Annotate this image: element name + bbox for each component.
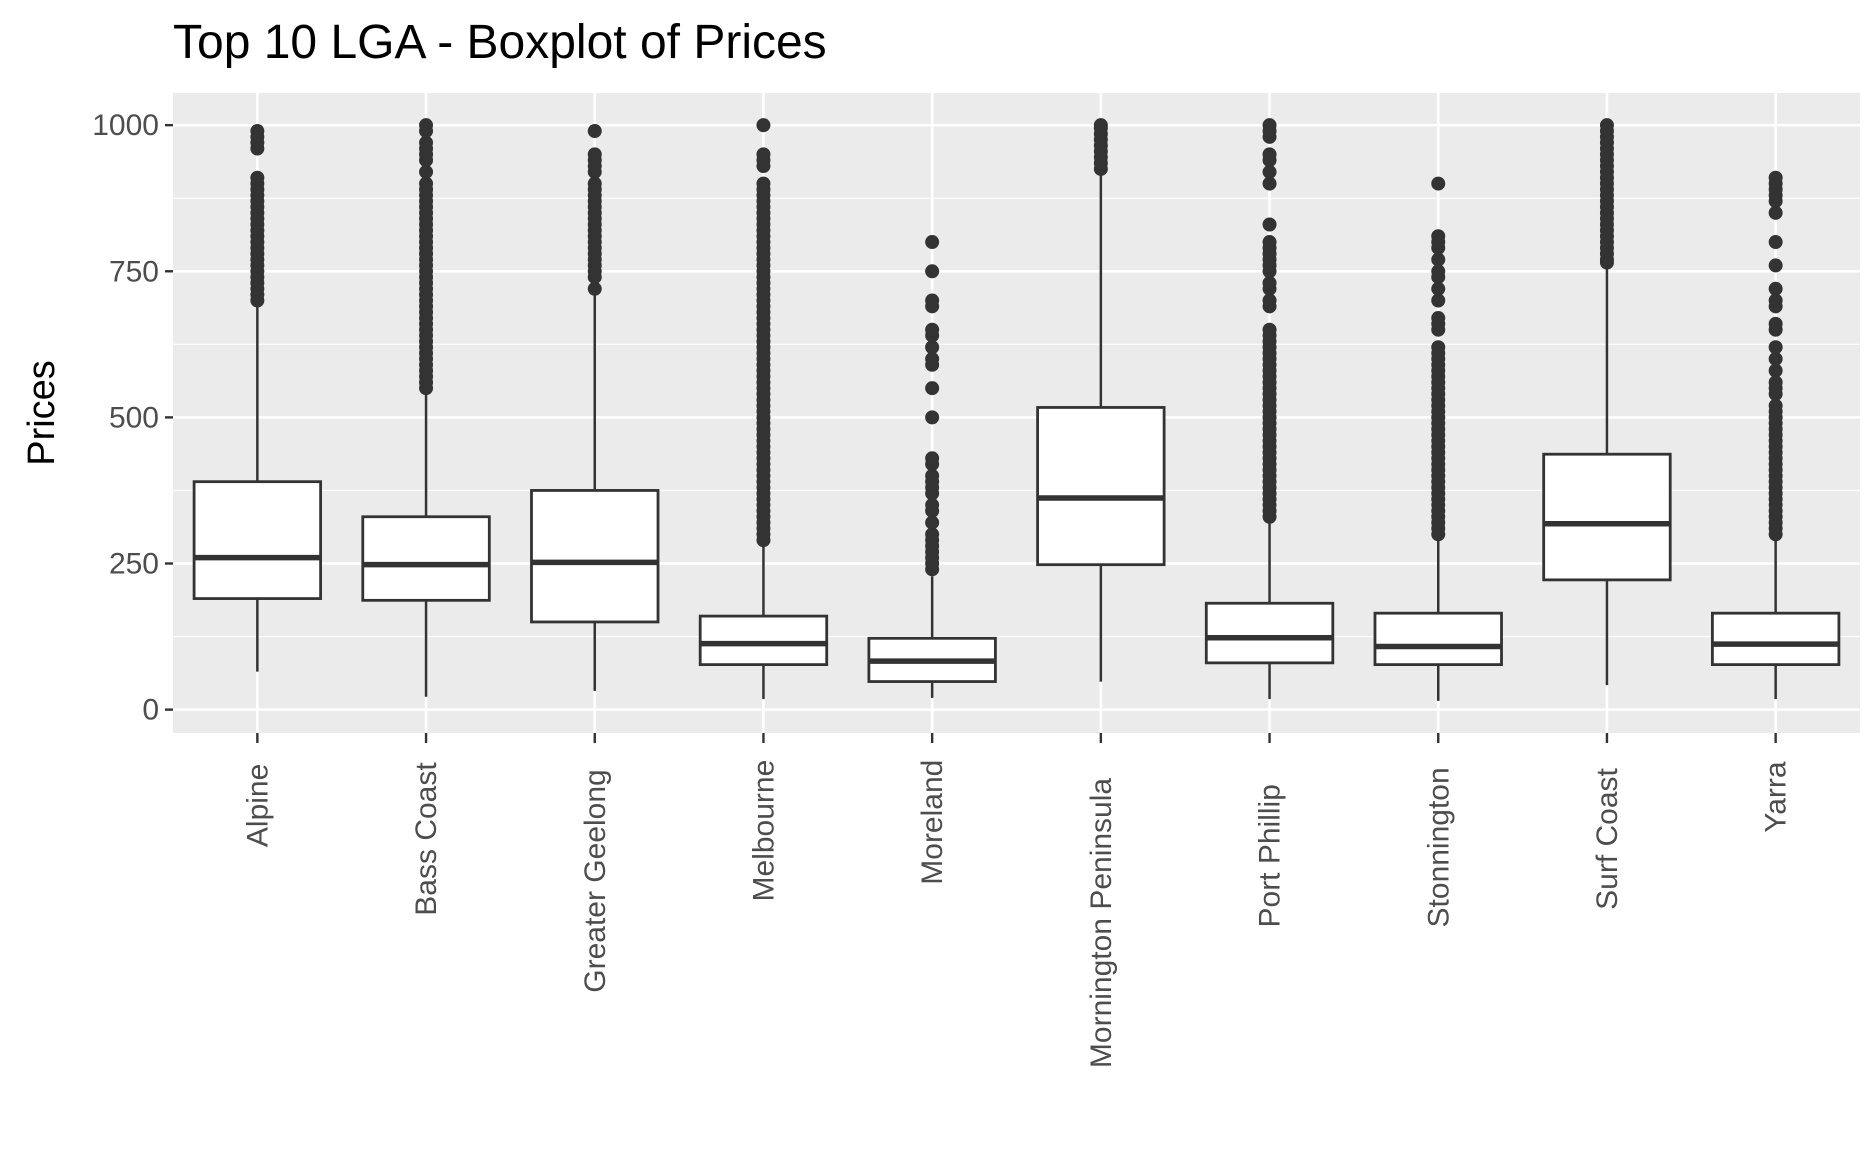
x-tick-label: Alpine bbox=[241, 764, 274, 847]
outlier-point bbox=[1768, 398, 1783, 413]
x-tick-label: Surf Coast bbox=[1591, 767, 1624, 909]
outlier-point bbox=[925, 410, 940, 425]
box-iqr bbox=[1542, 452, 1672, 582]
box-iqr bbox=[1373, 611, 1503, 667]
box-iqr bbox=[361, 515, 491, 602]
outlier-point bbox=[925, 451, 940, 466]
outlier-point bbox=[1768, 316, 1783, 331]
box-iqr bbox=[1036, 406, 1166, 567]
box-alpine bbox=[192, 123, 323, 672]
outlier-point bbox=[1431, 293, 1446, 308]
outlier-point bbox=[419, 164, 434, 179]
outlier-point bbox=[587, 147, 602, 162]
outlier-point bbox=[1768, 281, 1783, 296]
outlier-point bbox=[925, 468, 940, 483]
outlier-point bbox=[1262, 322, 1277, 337]
outlier-point bbox=[925, 322, 940, 337]
y-tick-label: 750 bbox=[109, 255, 159, 288]
outlier-point bbox=[925, 235, 940, 250]
outlier-point bbox=[1768, 363, 1783, 378]
box-stonnington bbox=[1373, 176, 1503, 701]
outlier-point bbox=[1431, 281, 1446, 296]
y-tick-label: 1000 bbox=[92, 109, 159, 142]
outlier-point bbox=[1262, 164, 1277, 179]
box-iqr bbox=[530, 489, 660, 624]
x-tick-label: Port Phillip bbox=[1254, 784, 1287, 927]
x-tick-label: Greater Geelong bbox=[579, 769, 612, 992]
outlier-point bbox=[587, 123, 602, 138]
box-iqr bbox=[1710, 611, 1841, 667]
outlier-point bbox=[1431, 176, 1446, 191]
box-iqr bbox=[192, 480, 323, 600]
outlier-point bbox=[925, 381, 940, 396]
box-port-phillip bbox=[1204, 118, 1335, 700]
x-tick-label: Bass Coast bbox=[410, 762, 443, 916]
box-bass-coast bbox=[361, 118, 491, 697]
outlier-point bbox=[1262, 147, 1277, 162]
outlier-point bbox=[419, 176, 434, 191]
outlier-point bbox=[1262, 176, 1277, 191]
outlier-point bbox=[1768, 340, 1783, 355]
box-iqr bbox=[698, 614, 829, 667]
y-tick-label: 250 bbox=[109, 548, 159, 581]
outlier-point bbox=[1431, 340, 1446, 355]
x-tick-label: Stonnington bbox=[1422, 767, 1455, 927]
outlier-point bbox=[1768, 351, 1783, 366]
outlier-point bbox=[925, 264, 940, 279]
plot-panel bbox=[173, 93, 1860, 733]
box-mornington-peninsula bbox=[1036, 118, 1166, 682]
outlier-point bbox=[1431, 229, 1446, 244]
outlier-point bbox=[1768, 170, 1783, 185]
outlier-point bbox=[925, 351, 940, 366]
outlier-point bbox=[1262, 118, 1277, 133]
outlier-point bbox=[925, 527, 940, 542]
outlier-point bbox=[1431, 252, 1446, 267]
outlier-point bbox=[250, 123, 265, 138]
outlier-point bbox=[1093, 118, 1108, 133]
outlier-point bbox=[756, 118, 771, 133]
outlier-point bbox=[419, 118, 434, 133]
box-iqr bbox=[1204, 601, 1335, 665]
outlier-point bbox=[756, 176, 771, 191]
x-tick-label: Yarra bbox=[1760, 761, 1793, 832]
axes: 0 250 500 750 1000 Alpine Bass Coast Greater Ge… bbox=[92, 109, 1792, 1068]
x-tick-label: Moreland bbox=[916, 760, 949, 885]
outlier-point bbox=[1768, 375, 1783, 390]
outlier-point bbox=[587, 176, 602, 191]
outlier-point bbox=[250, 170, 265, 185]
outlier-point bbox=[925, 515, 940, 530]
x-tick-label: Melbourne bbox=[747, 760, 780, 902]
outlier-point bbox=[1768, 293, 1783, 308]
box-moreland bbox=[867, 235, 997, 698]
outlier-point bbox=[1262, 217, 1277, 232]
box-surf-coast bbox=[1542, 118, 1672, 686]
box-yarra bbox=[1710, 170, 1841, 700]
outlier-point bbox=[756, 147, 771, 162]
outlier-point bbox=[925, 498, 940, 513]
y-tick-label: 0 bbox=[142, 694, 159, 727]
outlier-point bbox=[1262, 275, 1277, 290]
boxes bbox=[192, 118, 1841, 701]
outlier-point bbox=[925, 293, 940, 308]
outlier-point bbox=[1431, 311, 1446, 326]
x-tick-label: Mornington Peninsula bbox=[1085, 778, 1118, 1069]
outlier-point bbox=[1599, 118, 1614, 133]
outlier-point bbox=[587, 281, 602, 296]
outlier-point bbox=[925, 340, 940, 355]
box-greater-geelong bbox=[530, 123, 660, 691]
outlier-point bbox=[1768, 258, 1783, 273]
outlier-point bbox=[1262, 293, 1277, 308]
outlier-point bbox=[1262, 235, 1277, 250]
y-tick-label: 500 bbox=[109, 401, 159, 434]
chart-title: Top 10 LGA - Boxplot of Prices bbox=[173, 16, 827, 69]
outlier-point bbox=[1768, 235, 1783, 250]
y-axis-title: Prices bbox=[21, 360, 63, 466]
outlier-point bbox=[1431, 264, 1446, 279]
outlier-point bbox=[419, 135, 434, 150]
outlier-point bbox=[1768, 205, 1783, 220]
box-melbourne bbox=[698, 118, 829, 700]
